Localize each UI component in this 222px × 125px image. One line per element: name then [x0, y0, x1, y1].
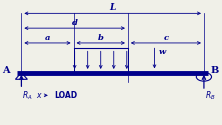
- Text: a: a: [45, 34, 50, 42]
- Text: w: w: [159, 48, 166, 56]
- Text: L: L: [109, 3, 116, 12]
- Text: $R_A$: $R_A$: [22, 89, 33, 102]
- Text: LOAD: LOAD: [54, 91, 77, 100]
- Text: A: A: [2, 66, 10, 75]
- Text: c: c: [163, 34, 168, 42]
- Text: d: d: [72, 19, 77, 27]
- Text: b: b: [98, 34, 104, 42]
- Text: $R_B$: $R_B$: [205, 89, 216, 102]
- Text: B: B: [210, 66, 219, 75]
- Text: $x$: $x$: [36, 91, 42, 100]
